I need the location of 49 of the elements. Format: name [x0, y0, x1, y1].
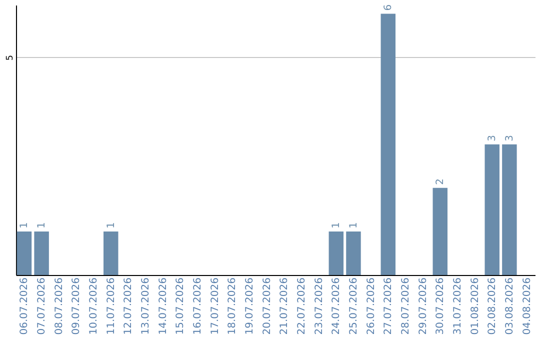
x-tick-label: 12.07.2026: [123, 278, 134, 335]
data-label: 1: [106, 222, 117, 228]
x-tick-label: 31.07.2026: [452, 278, 464, 335]
x-tick-label: 18.07.2026: [227, 278, 238, 335]
x-tick-label: 08.07.2026: [54, 278, 65, 335]
x-tick-label: 22.07.2026: [296, 278, 308, 335]
bar: [432, 188, 448, 275]
data-label: 6: [383, 4, 394, 11]
x-tick-label: 29.07.2026: [418, 278, 429, 335]
x-tick-label: 04.08.2026: [522, 278, 533, 335]
x-tick-label: 09.07.2026: [71, 278, 82, 335]
x-tick-label: 19.07.2026: [244, 278, 256, 335]
x-tick-label: 13.07.2026: [140, 278, 152, 335]
x-tick-label: 01.08.2026: [470, 278, 481, 335]
data-label: 1: [348, 222, 360, 228]
x-tick-label: 26.07.2026: [366, 278, 377, 335]
bar: [380, 14, 396, 275]
bar: [484, 144, 500, 275]
x-tick-label: 28.07.2026: [400, 278, 412, 335]
x-tick-label: 14.07.2026: [158, 278, 169, 335]
x-tick-label: 06.07.2026: [19, 278, 30, 335]
x-tick-label: 24.07.2026: [331, 278, 342, 335]
x-tick-label: 11.07.2026: [106, 278, 117, 335]
data-label: 3: [504, 134, 516, 142]
x-tick-label: 03.08.2026: [504, 278, 516, 335]
bar: [34, 231, 49, 275]
x-tick-label: 17.07.2026: [210, 278, 221, 335]
x-tick-label: 10.07.2026: [88, 278, 100, 335]
data-label: 3: [487, 134, 498, 142]
x-tick-label: 16.07.2026: [192, 278, 204, 335]
x-tick-label: 07.07.2026: [36, 278, 48, 335]
x-tick-label: 27.07.2026: [383, 278, 394, 335]
x-tick-label: 21.07.2026: [279, 278, 290, 335]
x-tick-label: 23.07.2026: [314, 278, 325, 335]
data-label: 1: [19, 222, 30, 228]
bar: [502, 144, 517, 275]
data-label: 2: [435, 178, 446, 185]
x-tick-label: 25.07.2026: [348, 278, 360, 335]
data-label: 1: [331, 222, 342, 228]
bar: [328, 231, 344, 275]
data-label: 1: [36, 222, 48, 228]
bar: [104, 231, 118, 275]
x-tick-label: 30.07.2026: [435, 278, 446, 335]
y-tick-label: 5: [6, 54, 16, 61]
x-tick-label: 15.07.2026: [175, 278, 186, 335]
bar: [16, 231, 32, 275]
bar: [346, 231, 361, 275]
x-tick-label: 20.07.2026: [262, 278, 273, 335]
x-tick-label: 02.08.2026: [487, 278, 498, 335]
